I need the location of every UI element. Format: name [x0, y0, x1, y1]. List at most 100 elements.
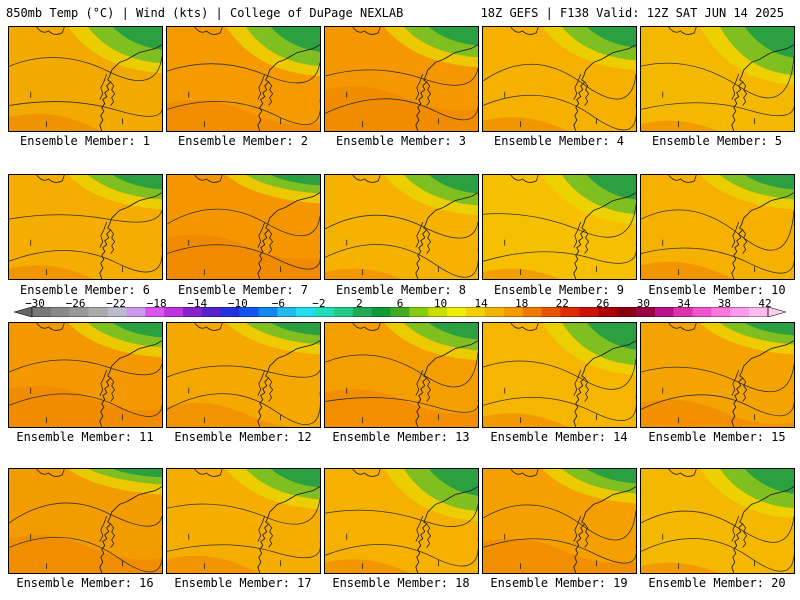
- contour-line: [483, 204, 636, 238]
- coastline: [99, 44, 162, 131]
- colorbar-tick-label: 2: [356, 297, 363, 310]
- colorbar-tick-label: −6: [271, 297, 285, 310]
- colorbar-segment: [673, 307, 693, 317]
- bay-outline: [573, 221, 590, 254]
- colorbar-segment: [201, 307, 222, 317]
- ensemble-member-label: Ensemble Member: 13: [332, 430, 470, 444]
- colorbar-segment: [69, 307, 89, 317]
- warm-temperature-region: [167, 555, 320, 573]
- colorbar-segment: [466, 307, 486, 317]
- contour-line: [325, 244, 478, 278]
- bay-outline: [99, 369, 116, 402]
- contour-line: [167, 391, 320, 426]
- contour-line: [167, 365, 320, 378]
- bay-outline: [731, 73, 748, 106]
- lake-outline: [510, 323, 539, 331]
- lake-outline: [36, 323, 65, 331]
- warm-temperature-region: [167, 100, 320, 131]
- ensemble-member-label: Ensemble Member: 12: [174, 430, 312, 444]
- ensemble-member-label: Ensemble Member: 19: [490, 576, 628, 590]
- coastline: [99, 486, 162, 573]
- lake-outline: [194, 323, 223, 331]
- colorbar-segment: [522, 307, 542, 317]
- coastline: [573, 486, 636, 573]
- coastline: [731, 340, 794, 427]
- coldest-temperature-region: [270, 27, 320, 52]
- colorbar-segment: [617, 307, 637, 317]
- ensemble-member-map-13: [324, 322, 479, 428]
- contour-line: [9, 243, 162, 273]
- lake-outline: [352, 469, 381, 477]
- ensemble-member-map-20: [640, 468, 795, 574]
- bay-outline: [415, 221, 432, 254]
- coldest-temperature-region: [744, 175, 794, 190]
- colorbar-segment: [654, 307, 674, 317]
- ensemble-member-map-15: [640, 322, 795, 428]
- contour-line: [167, 208, 320, 237]
- contour-line: [641, 99, 794, 117]
- colorbar-tick-label: 34: [677, 297, 691, 310]
- colorbar-tick-label: 6: [396, 297, 404, 310]
- contour-line: [641, 391, 794, 417]
- ensemble-member-map-18: [324, 468, 479, 574]
- warm-temperature-region: [483, 117, 636, 131]
- coldest-temperature-region: [428, 323, 478, 340]
- lake-outline: [194, 469, 223, 477]
- contour-line: [167, 244, 320, 270]
- coldest-temperature-region: [270, 469, 320, 488]
- warm-temperature-region: [641, 120, 794, 131]
- lake-outline: [352, 27, 381, 35]
- coastline: [731, 486, 794, 573]
- colorbar-segment: [145, 307, 165, 317]
- colorbar-segment: [277, 307, 297, 317]
- lake-outline: [510, 469, 539, 477]
- ensemble-member-label: Ensemble Member: 9: [493, 283, 625, 297]
- bay-outline: [99, 221, 116, 254]
- bay-outline: [573, 73, 590, 106]
- color-scale-bar: [14, 307, 786, 317]
- contour-line: [483, 63, 636, 100]
- lake-outline: [36, 27, 65, 35]
- bay-outline: [415, 515, 432, 548]
- colorbar-segment: [50, 307, 71, 317]
- ensemble-member-map-9: [482, 174, 637, 280]
- warm-temperature-region: [325, 86, 478, 131]
- bay-outline: [99, 515, 116, 548]
- warm-temperature-region: [9, 535, 162, 573]
- lake-outline: [510, 27, 539, 35]
- warm-temperature-region: [9, 113, 162, 131]
- colorbar-segment: [32, 307, 52, 317]
- ensemble-member-map-5: [640, 26, 795, 132]
- contour-line: [325, 214, 478, 239]
- colorbar-segment: [126, 307, 146, 317]
- coldest-temperature-region: [586, 175, 636, 200]
- warm-temperature-region: [483, 413, 636, 427]
- ensemble-member-label: Ensemble Member: 2: [177, 134, 309, 148]
- contour-line: [9, 101, 162, 117]
- coastline: [257, 44, 320, 131]
- warm-temperature-region: [641, 261, 794, 279]
- coldest-temperature-region: [112, 469, 162, 478]
- contour-line: [641, 247, 794, 274]
- coldest-temperature-region: [744, 323, 794, 336]
- ensemble-member-map-14: [482, 322, 637, 428]
- colorbar-tick-label: −14: [187, 297, 208, 310]
- coastline: [415, 192, 478, 279]
- lake-outline: [510, 175, 539, 183]
- coldest-temperature-region: [586, 323, 636, 350]
- warm-temperature-region: [325, 389, 478, 427]
- ensemble-member-map-6: [8, 174, 163, 280]
- contour-line: [325, 95, 478, 121]
- colorbar-segment: [484, 307, 505, 317]
- contour-line: [167, 62, 320, 84]
- coastline: [415, 340, 478, 427]
- lake-outline: [668, 469, 697, 477]
- run-valid-time: 18Z GEFS | F138 Valid: 12Z SAT JUN 14 20…: [480, 6, 784, 20]
- contour-line: [9, 393, 162, 417]
- colorbar-tick-label: 10: [433, 297, 448, 310]
- coldest-temperature-region: [112, 323, 162, 338]
- ensemble-member-label: Ensemble Member: 3: [335, 134, 467, 148]
- ensemble-member-map-17: [166, 468, 321, 574]
- lake-outline: [36, 175, 65, 183]
- ensemble-member-label: Ensemble Member: 10: [648, 283, 786, 297]
